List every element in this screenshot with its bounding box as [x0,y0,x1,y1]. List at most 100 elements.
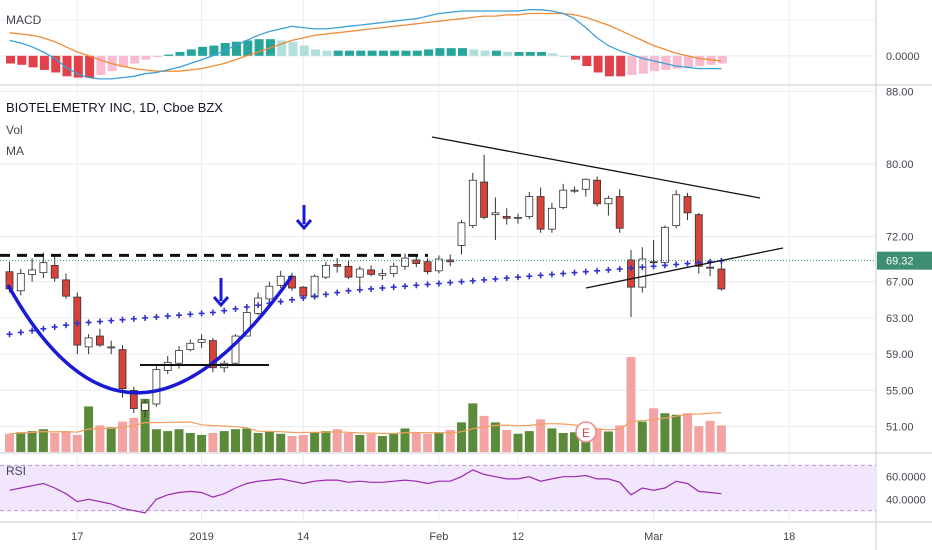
macd-histogram-bar [525,51,535,56]
macd-histogram-bar [604,55,614,77]
volume-bar [151,429,161,452]
volume-bar [660,413,670,452]
sar-point [390,284,397,291]
volume-bar [434,432,444,452]
earnings-marker[interactable]: E [575,421,597,443]
volume-bar [95,425,105,452]
macd-histogram-bar [446,48,456,56]
candlestick [28,258,37,282]
last-price-tag-bg [877,251,932,270]
macd-histogram-bar [164,54,174,56]
volume-bar [208,433,218,452]
price-axis-label: 80.00 [886,159,914,171]
macd-histogram-bar [435,48,445,56]
sar-point [164,313,171,320]
volume-bar [592,428,602,452]
sar-point [119,316,126,323]
macd-histogram-bar [684,55,693,68]
sar-point [537,272,544,279]
price-axis-label: 55.00 [886,385,914,397]
macd-histogram-bar [288,41,298,56]
candle-body [401,257,409,267]
candlestick [355,266,364,289]
macd-histogram-bar [152,55,162,58]
price-axis-label: 67.00 [886,277,914,289]
candle-body [299,286,308,297]
volume-bar [490,422,500,452]
macd-histogram-bar [322,50,332,56]
candlestick [265,281,274,302]
macd-histogram-bar [220,43,230,56]
macd-histogram-bar [198,46,208,56]
down-arrow-icon [295,205,313,231]
time-axis-label: 12 [512,531,524,543]
sar-point [639,264,646,271]
rsi-line [9,469,722,514]
candlestick [717,262,726,291]
candlestick [627,249,635,318]
volume-moving-average [9,412,722,435]
volume-bar [626,357,636,452]
volume-bar [570,432,579,452]
time-axis-label: 14 [297,531,309,543]
macd-histogram-bar [243,40,253,56]
sar-point [29,327,36,334]
macd-histogram-bar [717,55,727,64]
triangle-upper-line [431,136,761,199]
sar-point [469,277,476,284]
volume-bar [298,434,308,452]
sar-point [187,311,194,318]
macd-histogram-bar [480,50,490,56]
sar-point [413,282,420,289]
volume-bar [140,398,150,452]
candle-body [468,179,477,226]
candlestick [367,265,376,277]
candle-body [242,312,251,337]
volume-bar [389,433,399,452]
macd-histogram-bar [96,55,106,76]
candle-body [525,196,534,217]
sar-point [300,294,307,301]
sar-point [311,293,318,300]
candle-body [683,196,692,214]
macd-panel[interactable] [0,0,876,84]
candle-body [627,259,635,288]
candlestick [661,225,669,265]
last-price-tag: 69.32 [877,251,932,270]
macd-histogram-bar [141,55,151,60]
candle-body [423,261,432,273]
macd-histogram-bar [582,55,592,67]
candlestick [683,192,692,221]
candle-body [186,342,195,351]
candle-body [378,273,387,276]
sar-point [345,287,352,294]
macd-line [9,9,722,80]
candlestick [321,261,330,279]
volume-bar [231,429,240,452]
sar-point [582,268,589,275]
macd-histogram-bar [469,49,479,56]
price-axis-label: 72.00 [886,231,914,243]
sar-point [492,275,499,282]
price-axis-label: 59.00 [886,349,914,361]
volume-bar [264,431,274,452]
volume-bar [174,429,184,452]
volume-bar [185,433,195,452]
macd-histogram-bar [254,39,264,56]
volume-bar [50,433,60,452]
volume-bar [524,431,534,452]
macd-histogram-bar [458,48,467,56]
candlestick [16,269,25,296]
macd-histogram-bar [345,50,354,56]
volume-bar [558,433,568,452]
arrow-head [212,296,230,308]
sar-point [424,281,431,288]
macd-histogram-bar [39,55,49,70]
volume-bar [287,436,297,452]
volume-bar [457,422,466,452]
sar-point [243,304,250,311]
macd-histogram-bar [28,55,38,68]
candle-body [118,349,127,389]
price-axis-label: 88.00 [886,86,914,98]
sar-point [209,309,216,316]
